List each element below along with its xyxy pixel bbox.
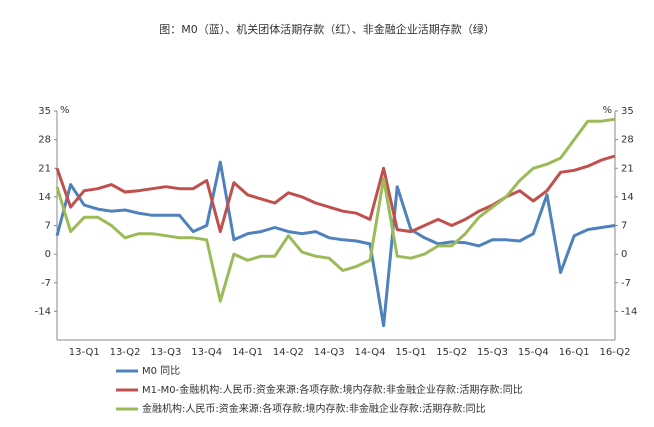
y-tick-label: 7 (45, 221, 51, 232)
y2-tick-label: 28 (621, 135, 634, 146)
y2-tick-label: 14 (621, 192, 634, 203)
series-line (55, 117, 616, 303)
y-tick-label: -7 (41, 278, 51, 289)
y2-tick-label: 7 (621, 221, 627, 232)
x-tick-label: 15-Q3 (477, 347, 508, 358)
y-tick-label: 14 (38, 192, 51, 203)
y2-tick-label: -14 (621, 306, 637, 317)
y2-tick-label: 21 (621, 163, 634, 174)
x-tick-label: 15-Q2 (436, 347, 467, 358)
x-tick-label: 13-Q3 (150, 347, 181, 358)
chart-title: 图：M0（蓝）、机关团体活期存款（红）、非金融企业活期存款（绿） (159, 22, 495, 36)
x-tick-label: 15-Q1 (395, 347, 426, 358)
legend-label: 金融机构:人民币:资金来源:各项存款:境内存款:非金融企业存款:活期存款:同比 (142, 402, 486, 415)
x-tick-label: 13-Q2 (110, 347, 141, 358)
y2-tick-label: 0 (621, 249, 627, 260)
y-tick-label: 0 (45, 249, 51, 260)
x-tick-label: 16-Q1 (559, 347, 590, 358)
y-tick-label: -14 (35, 306, 51, 317)
x-tick-label: 14-Q1 (232, 347, 263, 358)
y2-tick-label: -7 (621, 278, 631, 289)
x-tick-label: 14-Q4 (355, 347, 386, 358)
y2-unit: % (602, 105, 612, 116)
x-tick-label: 14-Q2 (273, 347, 304, 358)
y-unit: % (60, 105, 70, 116)
series-line (55, 160, 616, 328)
y-tick-label: 28 (38, 135, 51, 146)
y-tick-label: 35 (38, 106, 51, 117)
x-tick-label: 15-Q4 (518, 347, 549, 358)
legend-label: M1-M0-金融机构:人民币:资金来源:各项存款:境内存款:非金融企业存款:活期… (142, 383, 523, 396)
series-line (55, 154, 616, 234)
x-tick-label: 13-Q1 (69, 347, 100, 358)
y-tick-label: 21 (38, 163, 51, 174)
legend-label: M0 同比 (142, 365, 180, 377)
y2-tick-label: 35 (621, 106, 634, 117)
x-tick-label: 13-Q4 (191, 347, 222, 358)
x-tick-label: 16-Q2 (600, 347, 631, 358)
x-tick-label: 14-Q3 (314, 347, 345, 358)
